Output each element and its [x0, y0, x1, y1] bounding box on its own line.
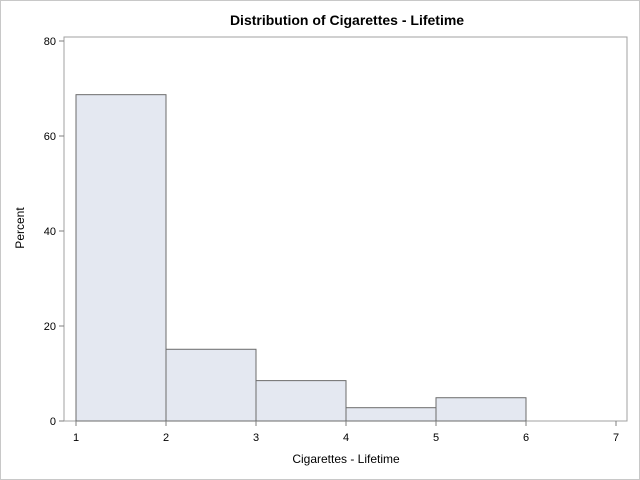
x-tick-label-3: 3	[253, 432, 259, 444]
y-tick-label-60: 60	[44, 131, 56, 143]
chart-title: Distribution of Cigarettes - Lifetime	[230, 12, 464, 28]
y-tick-label-40: 40	[44, 226, 56, 238]
y-tick-label-80: 80	[44, 36, 56, 48]
y-axis-label: Percent	[13, 207, 27, 249]
y-tick-label-20: 20	[44, 321, 56, 333]
x-axis-label: Cigarettes - Lifetime	[292, 452, 400, 466]
y-axis: 0 20 40 60 80	[44, 36, 64, 428]
x-tick-label-7: 7	[613, 432, 619, 444]
x-axis: 1 2 3 4 5 6 7	[73, 421, 619, 444]
x-tick-label-1: 1	[73, 432, 79, 444]
x-tick-label-2: 2	[163, 432, 169, 444]
x-tick-label-5: 5	[433, 432, 439, 444]
histogram-bar-5	[435, 397, 527, 422]
y-tick-label-0: 0	[50, 416, 56, 428]
histogram-bar-3	[255, 380, 347, 422]
histogram-bar-2	[165, 348, 257, 422]
x-tick-label-4: 4	[343, 432, 349, 444]
histogram-bar-4	[345, 407, 437, 422]
x-tick-label-6: 6	[523, 432, 529, 444]
bars-group	[75, 94, 527, 422]
histogram-bar-1	[75, 94, 167, 422]
